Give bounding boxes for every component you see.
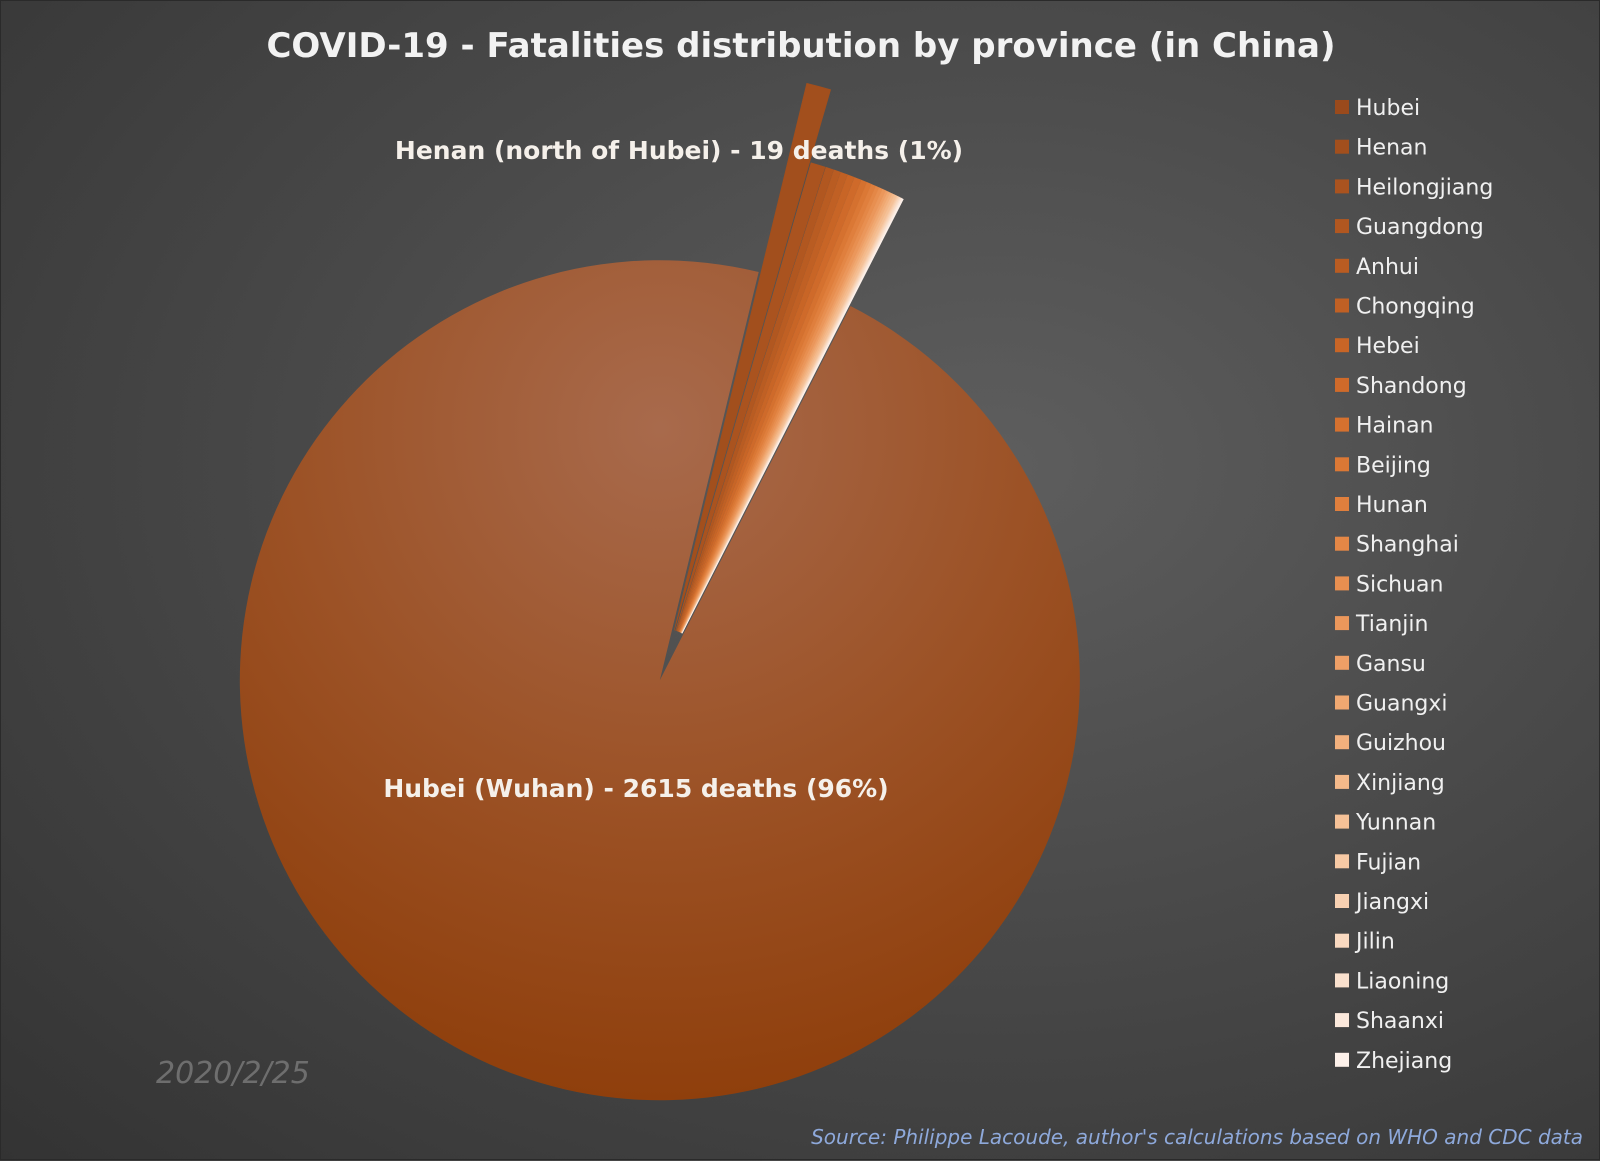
legend-label: Fujian [1356,850,1421,875]
legend-item-hunan: Hunan [1335,493,1428,518]
legend-item-zhejiang: Zhejiang [1335,1049,1452,1074]
legend-item-heilongjiang: Heilongjiang [1335,175,1493,200]
pie-slice-hainan [678,179,867,633]
legend-item-xinjiang: Xinjiang [1335,771,1445,796]
legend-swatch [1335,854,1349,869]
legend-item-hainan: Hainan [1335,414,1434,439]
legend-label: Hainan [1356,414,1434,439]
chart-title: COVID-19 - Fatalities distribution by pr… [266,26,1335,66]
pie-slice-heilongjiang [675,162,826,631]
pie-slice-shandong [678,177,862,632]
legend-swatch [1335,695,1349,710]
legend-swatch [1335,774,1349,789]
legend-item-jiangxi: Jiangxi [1335,890,1429,915]
date-stamp: 2020/2/25 [156,1056,310,1091]
legend-label: Gansu [1356,652,1426,677]
legend-item-gansu: Gansu [1335,652,1426,677]
legend-item-liaoning: Liaoning [1335,969,1449,994]
legend: Hubei Henan Heilongjiang Guangdong Anhui Chon… [1335,96,1493,1074]
legend-swatch [1335,457,1349,472]
legend-label: Beijing [1356,453,1431,478]
slice-labels: Hubei (Wuhan) - 2615 deaths (96%) Henan … [383,136,963,803]
legend-label: Jiangxi [1354,890,1429,915]
legend-swatch [1335,536,1349,551]
pie-slice-guangdong [676,166,834,632]
pie-slice-chongqing [677,171,848,632]
legend-swatch [1335,497,1349,511]
pie-slice-henan [673,82,832,631]
legend-label: Shandong [1356,374,1467,399]
legend-swatch [1335,377,1349,392]
legend-label: Hubei [1356,96,1420,121]
legend-swatch [1335,417,1349,432]
legend-label: Anhui [1356,255,1419,280]
legend-item-beijing: Beijing [1335,453,1431,478]
legend-swatch [1335,616,1349,631]
legend-item-yunnan: Yunnan [1335,811,1436,836]
legend-label: Liaoning [1356,969,1449,994]
legend-item-guizhou: Guizhou [1335,731,1446,756]
pie-slice-hunan [679,183,877,633]
legend-swatch [1335,735,1349,750]
legend-item-tianjin: Tianjin [1335,612,1428,637]
legend-item-chongqing: Chongqing [1335,295,1475,320]
pie-slice-anhui [676,169,841,632]
legend-swatch [1335,219,1349,234]
slice-label-henan: Henan (north of Hubei) - 19 deaths (1%) [395,136,963,165]
legend-item-guangxi: Guangxi [1335,692,1448,717]
legend-label: Heilongjiang [1356,175,1493,200]
pie-slice-hubei [239,260,1080,1101]
legend-label: Guangxi [1356,692,1448,717]
legend-label: Shanghai [1356,533,1459,558]
pie-slice-hebei [677,174,855,632]
legend-item-shandong: Shandong [1335,374,1467,399]
legend-swatch [1335,894,1349,908]
legend-label: Yunnan [1355,811,1436,836]
legend-swatch [1335,655,1349,670]
legend-label: Chongqing [1356,295,1475,320]
legend-swatch [1335,179,1349,194]
legend-swatch [1335,139,1349,154]
legend-item-hubei: Hubei [1335,96,1420,121]
legend-swatch [1335,100,1349,114]
legend-label: Jilin [1354,930,1395,955]
legend-label: Guizhou [1356,731,1446,756]
legend-item-jilin: Jilin [1335,930,1395,955]
legend-swatch [1335,298,1349,313]
legend-item-anhui: Anhui [1335,255,1419,280]
pie-slice-beijing [679,182,872,633]
legend-label: Tianjin [1355,612,1428,637]
pie-slices [239,82,1080,1101]
legend-swatch [1335,258,1349,273]
pie-slice-zhejiang [681,198,904,634]
legend-label: Henan [1356,136,1427,161]
legend-swatch [1335,933,1349,948]
legend-swatch [1335,338,1349,353]
source-note: Source: Philippe Lacoude, author's calcu… [811,1125,1583,1149]
legend-swatch [1335,1052,1349,1067]
legend-label: Guangdong [1356,215,1484,240]
legend-item-hebei: Hebei [1335,334,1420,359]
legend-label: Hebei [1356,334,1420,359]
legend-label: Zhejiang [1356,1049,1452,1074]
legend-item-fujian: Fujian [1335,850,1421,875]
legend-item-shanghai: Shanghai [1335,533,1459,558]
legend-label: Shaanxi [1356,1009,1444,1034]
legend-label: Xinjiang [1356,771,1445,796]
legend-swatch [1335,1013,1349,1028]
legend-label: Sichuan [1356,572,1443,597]
legend-swatch [1335,814,1349,829]
legend-label: Hunan [1356,493,1428,518]
legend-item-sichuan: Sichuan [1335,572,1443,597]
legend-item-henan: Henan [1335,136,1427,161]
legend-swatch [1335,576,1349,591]
legend-item-guangdong: Guangdong [1335,215,1484,240]
slice-label-hubei: Hubei (Wuhan) - 2615 deaths (96%) [383,774,888,803]
legend-swatch [1335,973,1349,988]
legend-item-shaanxi: Shaanxi [1335,1009,1444,1034]
